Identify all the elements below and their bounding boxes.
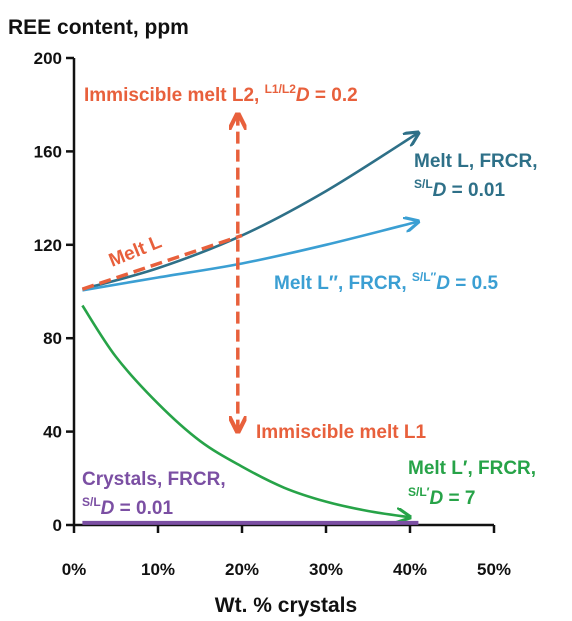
annotations: Immiscible melt L2, L1/L2D = 0.2 Melt L … [82,82,538,519]
annotation-melt-l-frcr-d: S/LD = 0.01 [414,177,505,201]
annotation-immiscible-melt-l2: Immiscible melt L2, L1/L2D = 0.2 [84,82,358,106]
series-line-meltL [82,133,418,291]
annotation-immiscible-melt-l1: Immiscible melt L1 [256,422,426,443]
y-tick-label: 160 [34,142,62,161]
y-tick-label: 80 [43,329,62,348]
x-tick-label: 30% [309,560,343,579]
annotation-crystals-frcr-d: S/LD = 0.01 [82,495,173,519]
x-tick-label: 10% [141,560,175,579]
x-tick-label: 0% [62,560,87,579]
series-line-meltL1 [81,304,410,518]
x-tick-label: 50% [477,560,511,579]
y-tick-label: 120 [34,236,62,255]
x-tick-label: 20% [225,560,259,579]
y-tick-label: 200 [34,49,62,68]
y-tick-label: 0 [53,516,62,535]
axes: 0 40 80 120 160 200 0% 10% 20% 30% 40% 50% [34,49,511,579]
y-axis-title: REE content, ppm [8,16,189,39]
annotation-melt-l-double-prime: Melt L″, FRCR, S/L″D = 0.5 [274,270,499,294]
series-layer [81,114,418,525]
annotation-melt-l-prime-frcr-d: S/L′D = 7 [408,485,476,509]
x-tick-label: 40% [393,560,427,579]
dashed-melt-l-segment [81,233,243,291]
x-axis-title: Wt. % crystals [215,594,357,617]
annotation-melt-l-frcr: Melt L, FRCR, [414,151,538,172]
y-tick-label: 40 [43,423,62,442]
annotation-melt-l-prime-frcr: Melt L′, FRCR, [408,458,536,479]
annotation-crystals-frcr: Crystals, FRCR, [82,469,226,490]
